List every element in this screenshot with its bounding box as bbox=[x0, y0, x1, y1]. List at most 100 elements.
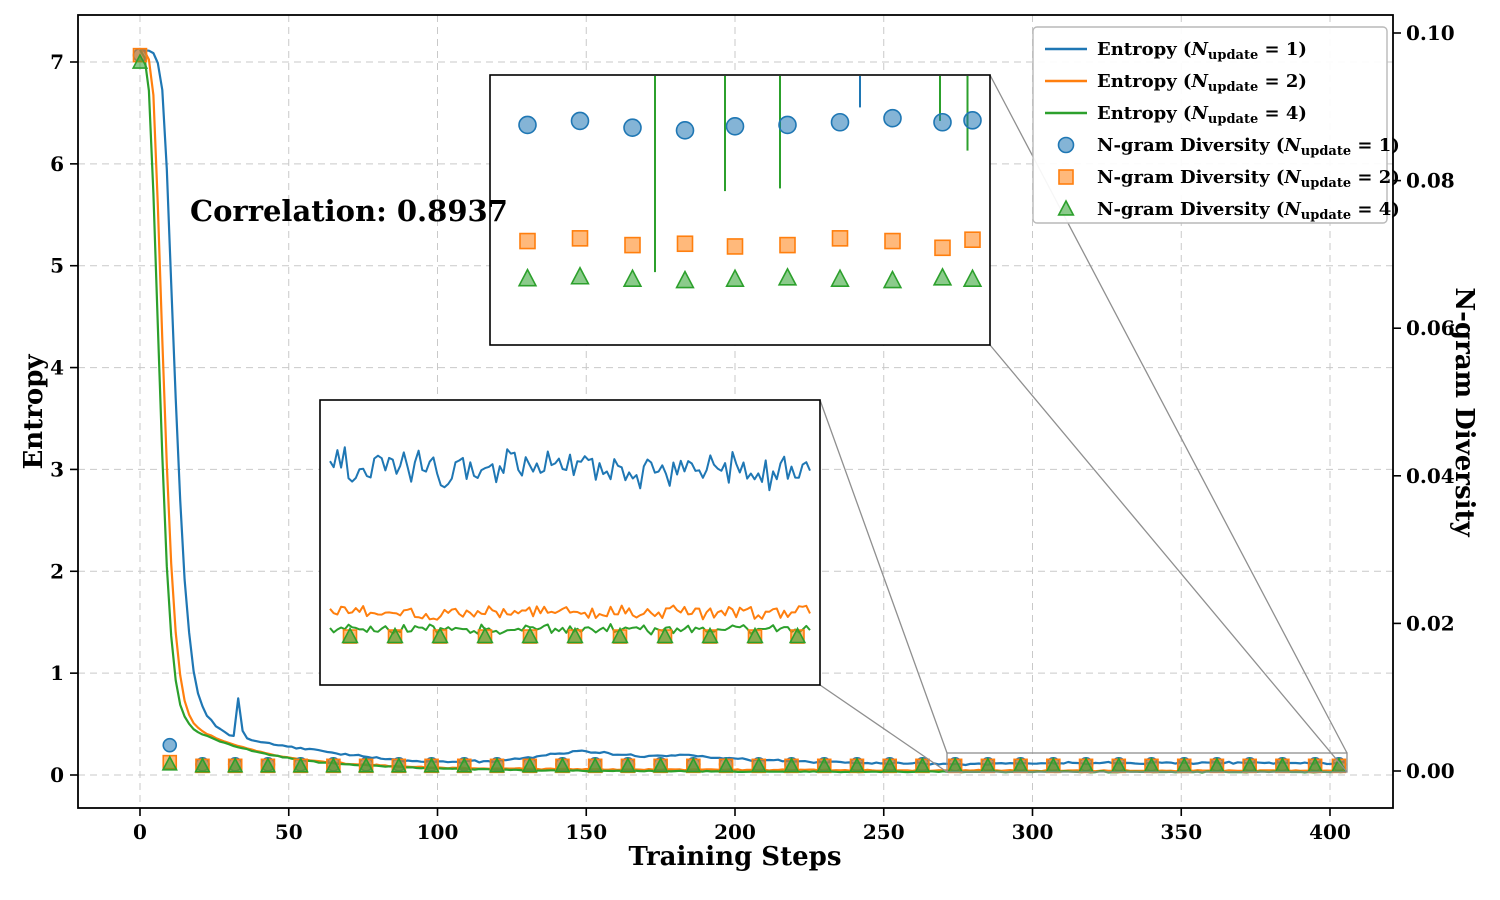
inset-bottom-marker-triangle bbox=[566, 626, 584, 644]
inset-bottom-line-green bbox=[329, 623, 811, 636]
legend-item: Entropy (Nupdate = 2) bbox=[1045, 71, 1307, 95]
inset-top-marker-triangle bbox=[830, 268, 850, 287]
legend-label: N-gram Diversity (Nupdate = 1) bbox=[1097, 135, 1400, 159]
marker-triangle bbox=[717, 757, 735, 773]
y-left-tick-label: 5 bbox=[50, 254, 64, 278]
legend-item: N-gram Diversity (Nupdate = 1) bbox=[1057, 135, 1400, 159]
entropy-line-nupdate-1 bbox=[139, 48, 1346, 767]
x-tick-label: 0 bbox=[133, 820, 147, 844]
x-tick-label: 50 bbox=[275, 820, 303, 844]
y-left-tick-label: 1 bbox=[50, 661, 64, 685]
y-left-tick-label: 7 bbox=[50, 50, 64, 74]
zoom-source-rect bbox=[946, 752, 1348, 773]
y-right-tick-label: 0.08 bbox=[1406, 169, 1455, 193]
zoom-connector-line bbox=[819, 399, 948, 754]
marker-triangle bbox=[357, 757, 375, 773]
inset-bottom bbox=[319, 399, 821, 686]
x-tick-label: 100 bbox=[417, 820, 459, 844]
inset-top-marker-circle bbox=[830, 112, 850, 132]
marker-triangle bbox=[456, 757, 473, 773]
inset-top-marker-square bbox=[831, 230, 849, 247]
y-right-tick-label: 0.04 bbox=[1406, 464, 1455, 488]
inset-bottom-marker-triangle bbox=[656, 626, 674, 644]
inset-bottom-marker-triangle bbox=[746, 626, 764, 644]
inset-top-marker-circle bbox=[623, 118, 642, 137]
inset-top-marker-circle bbox=[518, 115, 537, 135]
marker-triangle bbox=[587, 757, 604, 773]
x-axis-label: Training Steps bbox=[628, 842, 842, 872]
marker-triangle bbox=[848, 757, 866, 773]
correlation-annotation: Correlation: 0.8937 bbox=[190, 194, 508, 228]
x-tick-label: 300 bbox=[1012, 820, 1054, 844]
inset-top-marker-triangle bbox=[725, 268, 745, 287]
inset-bottom-marker-triangle bbox=[431, 626, 449, 644]
x-tick-label: 150 bbox=[565, 820, 607, 844]
marker-triangle bbox=[914, 757, 931, 773]
marker-triangle bbox=[881, 757, 898, 773]
marker-triangle bbox=[652, 757, 669, 773]
marker-triangle bbox=[227, 757, 244, 773]
inset-bottom-marker-triangle bbox=[476, 626, 494, 644]
inset-top-marker-circle bbox=[963, 111, 982, 130]
legend-sample-circle bbox=[1057, 136, 1075, 154]
zoom-connector-line bbox=[819, 684, 948, 773]
inset-top-marker-circle bbox=[675, 121, 695, 140]
marker-triangle bbox=[325, 757, 342, 773]
inset-top-marker-triangle bbox=[622, 268, 643, 287]
diversity-markers bbox=[131, 47, 1348, 774]
marker-triangle bbox=[259, 757, 277, 773]
inset-top-marker-circle bbox=[570, 111, 590, 131]
y-left-tick-label: 6 bbox=[50, 152, 64, 176]
inset-top-marker-circle bbox=[933, 112, 952, 132]
legend-label: N-gram Diversity (Nupdate = 2) bbox=[1097, 167, 1400, 191]
x-tick-label: 200 bbox=[714, 820, 756, 844]
inset-top-marker-square bbox=[726, 238, 744, 255]
legend-label: Entropy (Nupdate = 1) bbox=[1097, 39, 1307, 63]
y-left-tick-label: 4 bbox=[50, 356, 64, 380]
inset-top-marker-triangle bbox=[570, 266, 590, 285]
marker-triangle bbox=[619, 757, 637, 773]
inset-top-marker-square bbox=[624, 236, 641, 254]
marker-triangle bbox=[423, 757, 440, 773]
y-left-tick-label: 2 bbox=[50, 559, 64, 583]
y-left-axis-label: Entropy bbox=[19, 354, 49, 470]
marker-triangle bbox=[390, 757, 407, 773]
inset-bottom-marker-triangle bbox=[611, 626, 629, 644]
y-right-tick-label: 0.10 bbox=[1406, 21, 1455, 45]
x-tick-label: 400 bbox=[1309, 820, 1351, 844]
inset-top-marker-triangle bbox=[517, 267, 538, 287]
inset-top-marker-triangle bbox=[932, 267, 953, 286]
legend: Entropy (Nupdate = 1) Entropy (Nupdate = … bbox=[1032, 26, 1400, 224]
x-tick-label: 350 bbox=[1160, 820, 1202, 844]
legend-sample-square bbox=[1058, 169, 1074, 185]
inset-top-marker-triangle bbox=[777, 267, 798, 286]
y-right-tick-label: 0.00 bbox=[1406, 759, 1455, 783]
x-tick-label: 250 bbox=[863, 820, 905, 844]
inset-bottom-marker-triangle bbox=[341, 626, 359, 644]
marker-triangle bbox=[750, 757, 767, 773]
marker-triangle bbox=[161, 755, 178, 771]
legend-label: Entropy (Nupdate = 2) bbox=[1097, 71, 1307, 95]
inset-top-marker-square bbox=[934, 239, 951, 257]
inset-top-frame bbox=[489, 74, 991, 346]
marker-triangle bbox=[685, 757, 702, 773]
legend-label: Entropy (Nupdate = 4) bbox=[1097, 103, 1307, 127]
inset-top-marker-circle bbox=[883, 108, 902, 128]
inset-top-marker-square bbox=[571, 230, 589, 247]
legend-item: Entropy (Nupdate = 4) bbox=[1045, 103, 1307, 127]
marker-triangle bbox=[194, 757, 211, 773]
legend-box bbox=[1032, 26, 1388, 224]
marker-circle bbox=[162, 737, 178, 753]
inset-top-marker-triangle bbox=[882, 269, 903, 289]
y-left-tick-label: 0 bbox=[50, 763, 64, 787]
y-left-tick-label: 3 bbox=[50, 457, 64, 481]
legend-sample-triangle bbox=[1057, 199, 1075, 216]
inset-top-marker-circle bbox=[778, 115, 797, 135]
tick-marks bbox=[70, 32, 1401, 816]
inset-bottom-marker-triangle bbox=[386, 626, 404, 644]
inset-bottom-line-orange bbox=[329, 604, 811, 621]
inset-top-marker-square bbox=[964, 231, 981, 248]
inset-top-marker-square bbox=[519, 232, 536, 250]
